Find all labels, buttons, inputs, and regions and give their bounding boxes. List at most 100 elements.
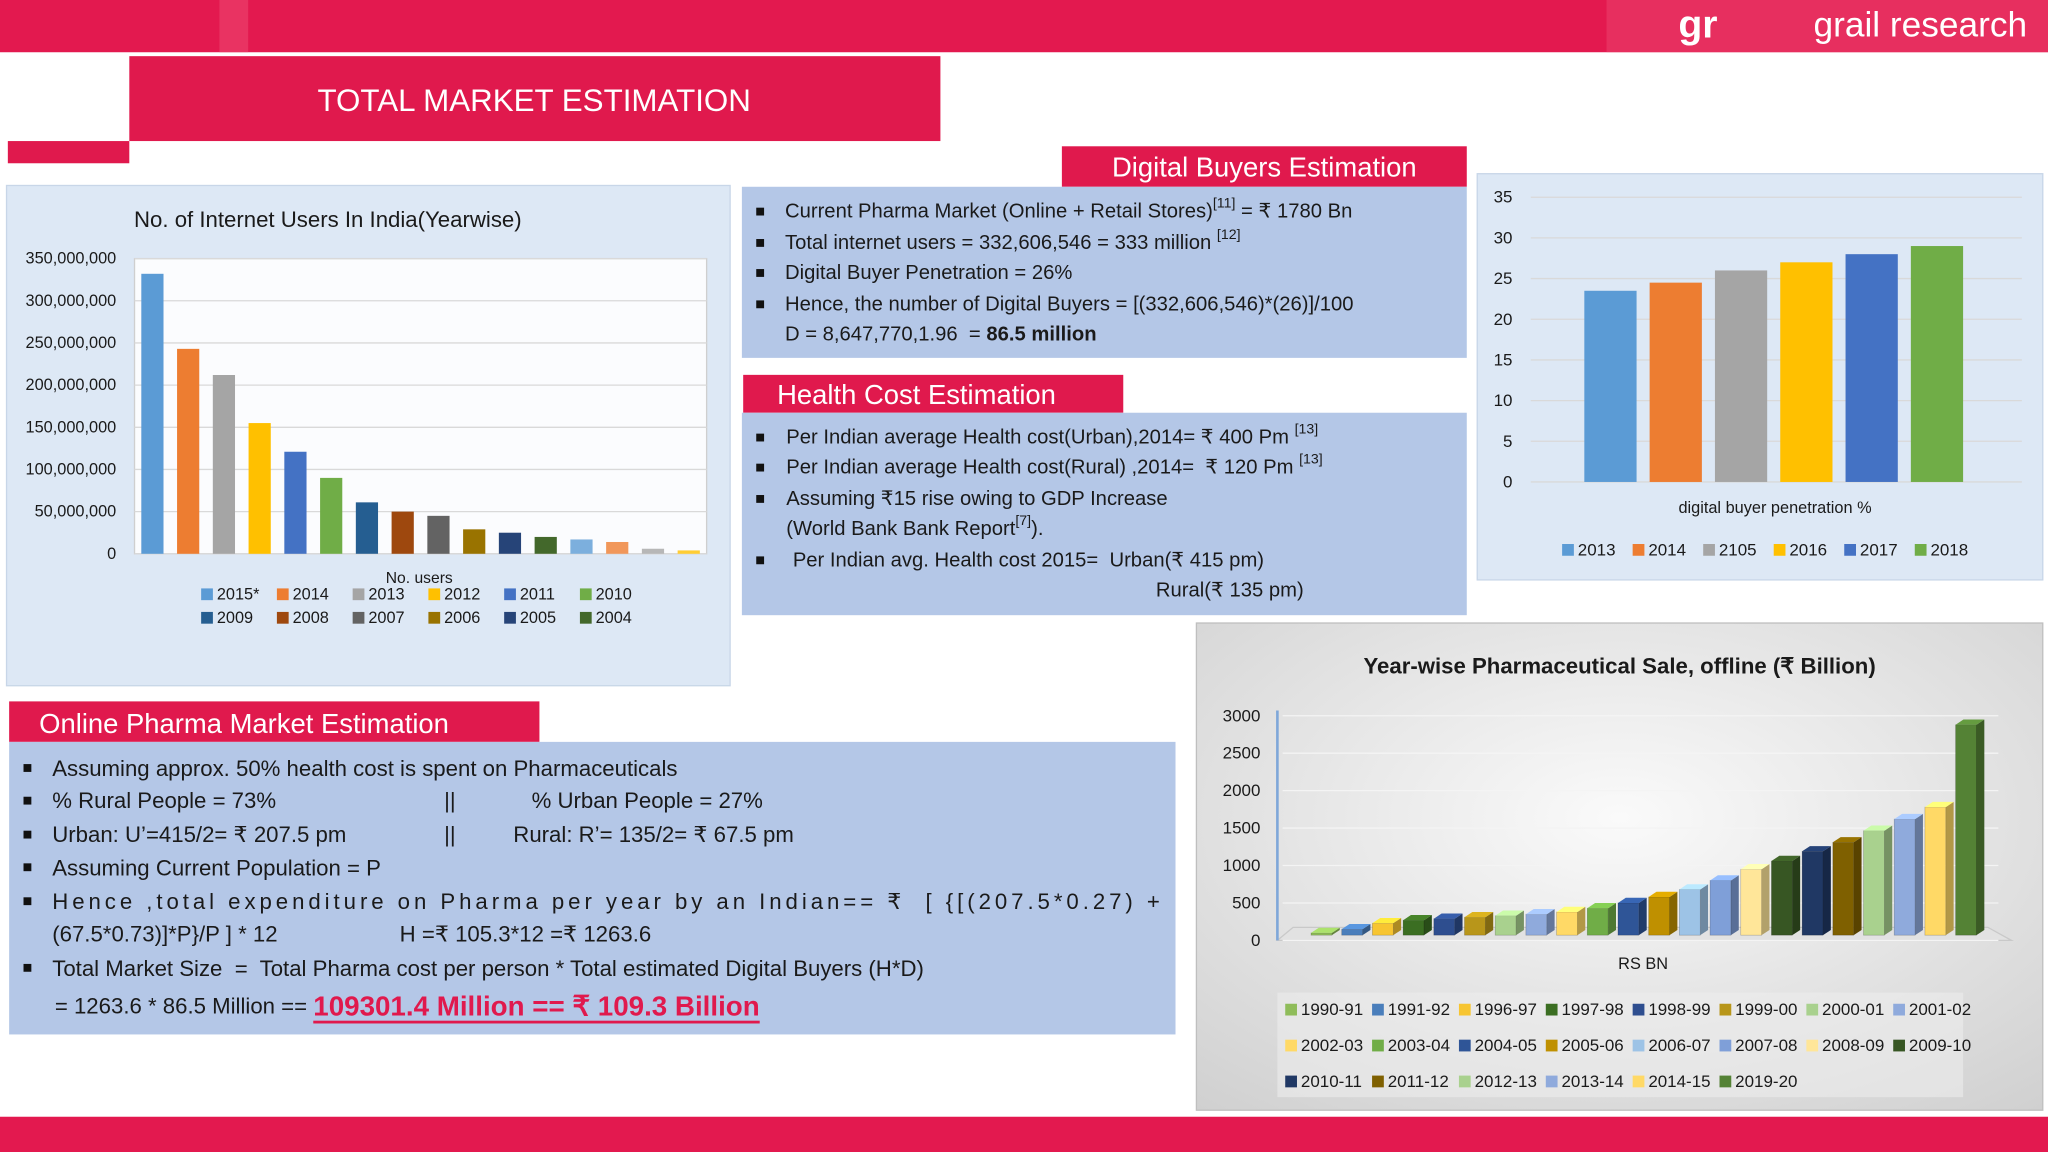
- bar-top: [1894, 813, 1923, 820]
- footer-band: [0, 1116, 2048, 1152]
- legend-label: 2011-12: [1388, 1072, 1449, 1091]
- legend-label: 2009-10: [1909, 1036, 1971, 1055]
- legend-label: 2007: [368, 609, 404, 627]
- bar-front: [1648, 896, 1670, 936]
- legend-label: 2001-02: [1909, 1000, 1971, 1019]
- legend-swatch: [1545, 1075, 1558, 1088]
- panel-text: Assuming ₹15 rise owing to GDP Increase: [786, 488, 1167, 510]
- panel-heading-box: [1061, 146, 1467, 187]
- bullet: [23, 764, 32, 772]
- bullet: [756, 556, 765, 565]
- legend-swatch: [1806, 1039, 1819, 1052]
- panel-line: Total internet users = 332,606,546 = 333…: [785, 227, 1241, 254]
- legend-swatch: [1914, 544, 1927, 556]
- bar-top: [1863, 825, 1893, 831]
- legend-label: 2013: [368, 585, 404, 603]
- panel-heading: Online Pharma Market Estimation: [39, 708, 449, 739]
- panel-line: D = 8,647,770,1.96 = 86.5 million: [785, 323, 1097, 345]
- legend-swatch: [201, 611, 213, 624]
- panel-text: Assuming approx. 50% health cost is spen…: [52, 756, 677, 781]
- legend-label: 2004-05: [1475, 1036, 1537, 1055]
- bar-side: [1945, 801, 1954, 936]
- panel-text: Rural: R’= 135/2= ₹ 67.5 pm: [513, 822, 794, 847]
- y-tick-label: 30: [1494, 228, 1513, 247]
- bar-top: [1495, 910, 1524, 916]
- legend-label: 2008-09: [1822, 1036, 1884, 1055]
- legend-swatch: [1844, 544, 1856, 556]
- bar-front: [1617, 902, 1640, 936]
- bullet: [756, 300, 765, 309]
- y-tick-label: 250,000,000: [26, 334, 117, 352]
- bar: [606, 541, 629, 554]
- logo-mark: gr: [1678, 3, 1717, 46]
- panel-heading-box: [9, 701, 540, 742]
- panel-text: Digital Buyer Penetration = 26%: [785, 262, 1072, 284]
- y-tick-label: 1500: [1223, 819, 1261, 838]
- bar: [284, 451, 307, 554]
- bar: [641, 548, 665, 554]
- bar-top: [1587, 902, 1616, 909]
- bar-top: [1832, 837, 1862, 843]
- legend-swatch: [1632, 1003, 1645, 1016]
- panel-text: Hence, the number of Digital Buyers = [(…: [785, 293, 1354, 315]
- bar-front: [1740, 868, 1762, 936]
- axis-label: RS BN: [1618, 955, 1668, 973]
- legend-label: 2014: [293, 585, 329, 603]
- bar-front: [1464, 916, 1486, 936]
- bar-top: [1924, 801, 1954, 808]
- bar-side: [1577, 906, 1586, 936]
- bar: [1845, 254, 1898, 482]
- panel-line: Per Indian avg. Health cost 2015= Urban(…: [793, 549, 1264, 571]
- panel-line: Rural(₹ 135 pm): [1156, 579, 1304, 601]
- panel-line: Assuming Current Population = P: [52, 855, 381, 880]
- bar-top: [1403, 914, 1432, 921]
- bar-front: [1310, 932, 1333, 936]
- y-tick-label: 2500: [1223, 744, 1261, 763]
- result-highlight: 109301.4 Million == ₹ 109.3 Billion: [313, 990, 759, 1021]
- bar-front: [1863, 830, 1885, 936]
- legend-swatch: [1719, 1039, 1732, 1052]
- legend-label: 2105: [1719, 540, 1757, 559]
- y-tick-label: 300,000,000: [26, 292, 117, 310]
- y-tick-label: 3000: [1223, 706, 1261, 725]
- bar-top: [1710, 875, 1739, 881]
- y-tick-label: 20: [1494, 310, 1513, 329]
- bar-top: [1648, 891, 1678, 897]
- legend-label: 2010-11: [1301, 1072, 1362, 1091]
- bar: [355, 502, 379, 554]
- bar-side: [1915, 813, 1923, 936]
- legend-swatch: [1458, 1039, 1471, 1052]
- legend-label: 1997-98: [1561, 1000, 1623, 1019]
- legend-swatch: [504, 611, 516, 624]
- legend-swatch: [1372, 1003, 1384, 1016]
- bullet: [23, 796, 32, 805]
- bar: [427, 515, 450, 554]
- legend-swatch: [428, 588, 441, 601]
- legend-swatch: [1458, 1003, 1471, 1016]
- bar: [534, 536, 557, 554]
- title-box: [129, 56, 941, 142]
- y-tick-label: 500: [1232, 893, 1260, 912]
- bar-front: [1709, 880, 1732, 936]
- panel-heading: Digital Buyers Estimation: [1112, 152, 1417, 183]
- bar-side: [1792, 855, 1801, 936]
- legend-swatch: [276, 611, 289, 624]
- legend-label: 2013: [1578, 540, 1616, 559]
- legend-label: 2011: [520, 585, 555, 603]
- panel-text: Per Indian avg. Health cost 2015= Urban(…: [793, 549, 1264, 571]
- bullet: [756, 433, 765, 442]
- bar: [677, 550, 700, 554]
- legend-swatch: [1632, 544, 1645, 556]
- bar-front: [1586, 907, 1609, 936]
- bar-front: [1771, 860, 1793, 936]
- panel-text: ||: [444, 788, 456, 813]
- legend-label: 2006: [444, 609, 480, 627]
- legend-swatch: [1545, 1003, 1558, 1016]
- y-tick-label: 100,000,000: [26, 460, 117, 478]
- bar-side: [1669, 891, 1678, 936]
- bar-front: [1893, 818, 1916, 936]
- bullet: [756, 239, 765, 247]
- bar-side: [1638, 897, 1647, 936]
- bullet: [23, 863, 32, 872]
